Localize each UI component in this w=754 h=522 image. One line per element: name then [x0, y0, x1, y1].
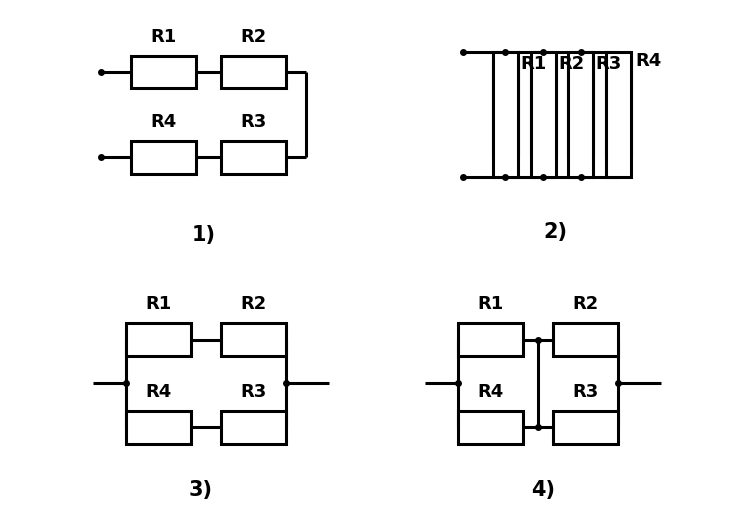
Bar [553, 323, 618, 356]
Bar [221, 411, 286, 444]
Text: R1: R1 [150, 28, 176, 46]
Text: R4: R4 [150, 113, 176, 131]
Text: R1: R1 [520, 55, 547, 73]
Bar [605, 52, 631, 177]
Bar [531, 52, 556, 177]
Bar [221, 323, 286, 356]
Text: R4: R4 [477, 383, 504, 401]
Text: 1): 1) [192, 225, 216, 245]
Text: R2: R2 [241, 28, 267, 46]
Bar [493, 52, 518, 177]
Bar [130, 56, 196, 88]
Bar [458, 411, 523, 444]
Bar [531, 60, 556, 155]
Text: 4): 4) [531, 480, 555, 500]
Text: R3: R3 [241, 113, 267, 131]
Bar [605, 60, 631, 155]
Bar [458, 323, 523, 356]
Bar [130, 141, 196, 174]
Text: R4: R4 [146, 383, 171, 401]
Text: R3: R3 [596, 55, 622, 73]
Bar [126, 323, 191, 356]
Text: R2: R2 [572, 295, 599, 313]
Text: R4: R4 [636, 52, 662, 70]
Bar [568, 52, 593, 177]
Text: 3): 3) [189, 480, 213, 500]
Text: R3: R3 [241, 383, 267, 401]
Text: 2): 2) [544, 222, 568, 243]
Bar [126, 411, 191, 444]
Text: R1: R1 [146, 295, 171, 313]
Text: R2: R2 [241, 295, 267, 313]
Bar [493, 60, 518, 155]
Bar [221, 141, 286, 174]
Text: R1: R1 [477, 295, 504, 313]
Bar [221, 56, 286, 88]
Text: R2: R2 [558, 55, 584, 73]
Bar [553, 411, 618, 444]
Bar [568, 60, 593, 155]
Text: R3: R3 [572, 383, 599, 401]
